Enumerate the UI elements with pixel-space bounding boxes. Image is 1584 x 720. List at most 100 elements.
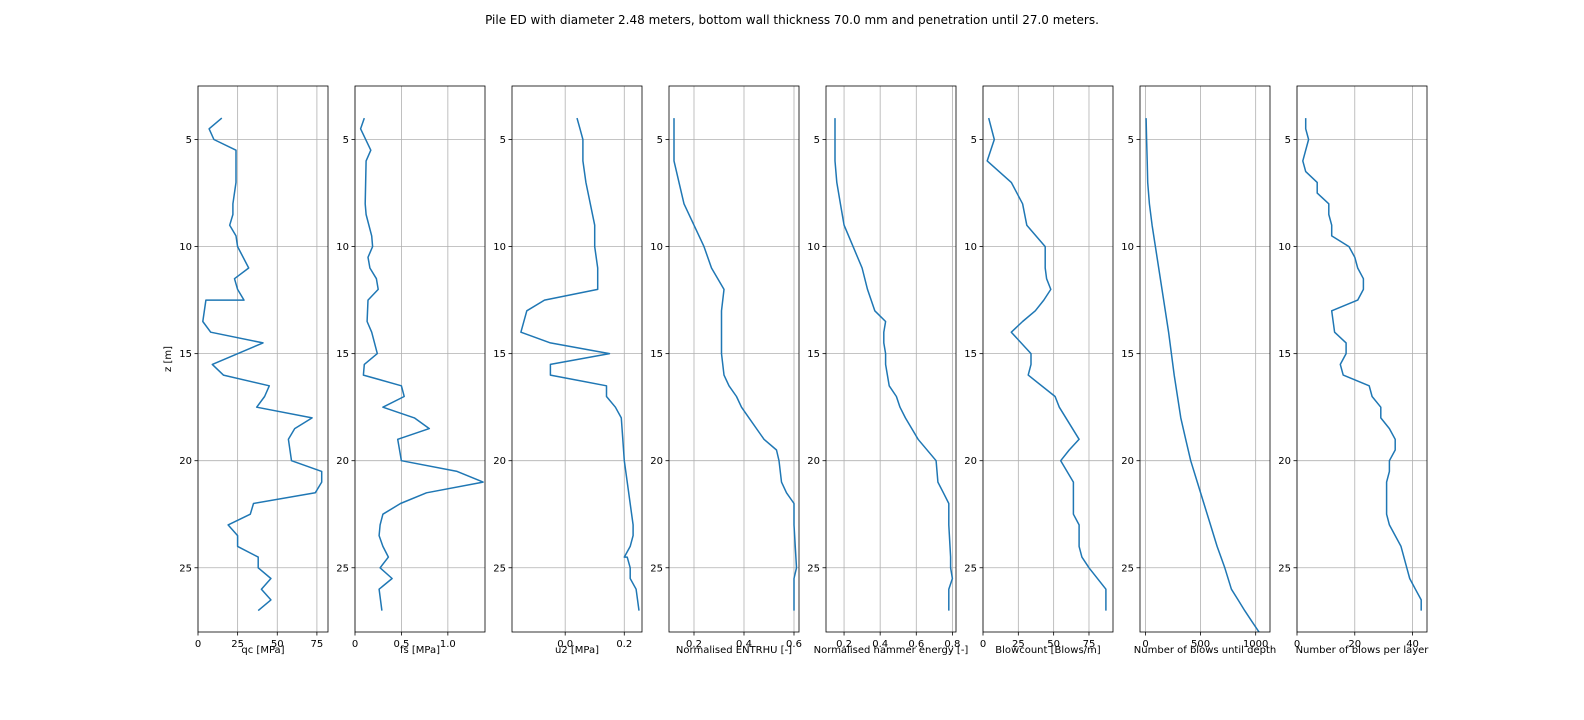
x-tick-label: 1.0 <box>440 639 456 650</box>
x-tick-label: 0.2 <box>616 639 632 650</box>
axes-frame <box>354 85 486 633</box>
y-tick-label: 10 <box>179 242 192 253</box>
figure-title: Pile ED with diameter 2.48 meters, botto… <box>485 13 1099 27</box>
y-tick-label: 20 <box>179 456 192 467</box>
axes-frame <box>1296 85 1428 633</box>
y-tick-label: 20 <box>493 456 506 467</box>
x-tick-label: 0.4 <box>872 639 888 650</box>
data-line <box>359 117 484 611</box>
y-tick-label: 10 <box>1278 242 1291 253</box>
axes-frame <box>197 85 329 633</box>
y-tick-label: 15 <box>493 349 506 360</box>
y-tick-label: 15 <box>964 349 977 360</box>
x-axis-label: Number of blows until depth <box>1134 645 1276 656</box>
x-tick-label: 500 <box>1191 639 1210 650</box>
y-tick-label: 5 <box>186 135 192 146</box>
data-line <box>673 118 798 611</box>
y-tick-label: 15 <box>1278 349 1291 360</box>
x-tick-label: 0.4 <box>736 639 752 650</box>
x-tick-label: 25 <box>231 639 244 650</box>
y-tick-label: 25 <box>336 563 349 574</box>
y-tick-label: 10 <box>807 242 820 253</box>
y-tick-label: 20 <box>1278 456 1291 467</box>
x-tick-label: 0.2 <box>686 639 702 650</box>
y-tick-label: 5 <box>500 135 506 146</box>
y-tick-label: 10 <box>1121 242 1134 253</box>
x-tick-label: 0.6 <box>908 639 924 650</box>
chart-panel: 5 10 15 20 25 0 25 50 75 qc [MPa] z [m] <box>163 85 329 656</box>
y-tick-label: 20 <box>964 456 977 467</box>
y-tick-label: 15 <box>336 349 349 360</box>
x-axis-label: Number of blows per layer <box>1296 645 1430 656</box>
y-tick-label: 15 <box>807 349 820 360</box>
y-tick-label: 20 <box>336 456 349 467</box>
x-tick-label: 0.6 <box>786 639 802 650</box>
y-tick-label: 20 <box>807 456 820 467</box>
y-tick-label: 5 <box>1285 135 1291 146</box>
y-tick-label: 20 <box>1121 456 1134 467</box>
axes-frame <box>825 85 957 633</box>
y-tick-label: 20 <box>650 456 663 467</box>
x-tick-label: 0.0 <box>557 639 573 650</box>
y-tick-label: 5 <box>814 135 820 146</box>
y-tick-label: 25 <box>807 563 820 574</box>
data-line <box>520 117 640 611</box>
y-tick-label: 15 <box>1121 349 1134 360</box>
x-tick-label: 75 <box>1083 639 1096 650</box>
x-tick-label: 0 <box>352 639 358 650</box>
data-line <box>834 118 954 611</box>
y-tick-label: 25 <box>1121 563 1134 574</box>
chart-panel: 5 10 15 20 25 0.0 0.2 u2 [MPa] <box>493 85 643 656</box>
x-tick-label: 0.8 <box>944 639 960 650</box>
y-tick-label: 25 <box>1278 563 1291 574</box>
y-tick-label: 10 <box>493 242 506 253</box>
y-tick-label: 5 <box>971 135 977 146</box>
y-tick-label: 15 <box>179 349 192 360</box>
x-tick-label: 0.5 <box>393 639 409 650</box>
x-axis-label: Blowcount [Blows/m] <box>995 645 1100 656</box>
x-tick-label: 50 <box>1047 639 1060 650</box>
x-axis-label: Normalised ENTRHU [-] <box>676 645 792 656</box>
x-axis-label: qc [MPa] <box>241 645 284 656</box>
x-tick-label: 0 <box>195 639 201 650</box>
y-tick-label: 25 <box>179 563 192 574</box>
y-tick-label: 5 <box>1128 135 1134 146</box>
axes-frame <box>982 85 1114 633</box>
y-tick-label: 10 <box>650 242 663 253</box>
data-line <box>1145 118 1261 632</box>
data-line <box>1302 118 1422 611</box>
x-tick-label: 25 <box>1012 639 1025 650</box>
x-tick-label: 0 <box>1294 639 1300 650</box>
y-tick-label: 15 <box>650 349 663 360</box>
y-tick-label: 10 <box>964 242 977 253</box>
x-tick-label: 75 <box>311 639 324 650</box>
x-tick-label: 0 <box>980 639 986 650</box>
data-line <box>986 117 1107 611</box>
y-tick-label: 5 <box>343 135 349 146</box>
axes-frame <box>511 85 643 633</box>
axes-frame <box>1139 85 1271 633</box>
x-axis-label: u2 [MPa] <box>555 645 599 656</box>
y-tick-label: 25 <box>964 563 977 574</box>
y-tick-label: 25 <box>650 563 663 574</box>
axes-frame <box>668 85 800 633</box>
x-axis-label: Normalised hammer energy [-] <box>814 645 969 656</box>
x-tick-label: 1000 <box>1243 639 1268 650</box>
y-tick-label: 10 <box>336 242 349 253</box>
x-tick-label: 50 <box>271 639 284 650</box>
x-tick-label: 40 <box>1406 639 1419 650</box>
data-line <box>202 117 323 612</box>
x-tick-label: 0 <box>1142 639 1148 650</box>
chart-panel: 5 10 15 20 25 0 0.5 1.0fs [MPa] <box>336 85 486 656</box>
x-tick-label: 20 <box>1348 639 1361 650</box>
y-tick-label: 25 <box>493 563 506 574</box>
x-tick-label: 0.2 <box>836 639 852 650</box>
